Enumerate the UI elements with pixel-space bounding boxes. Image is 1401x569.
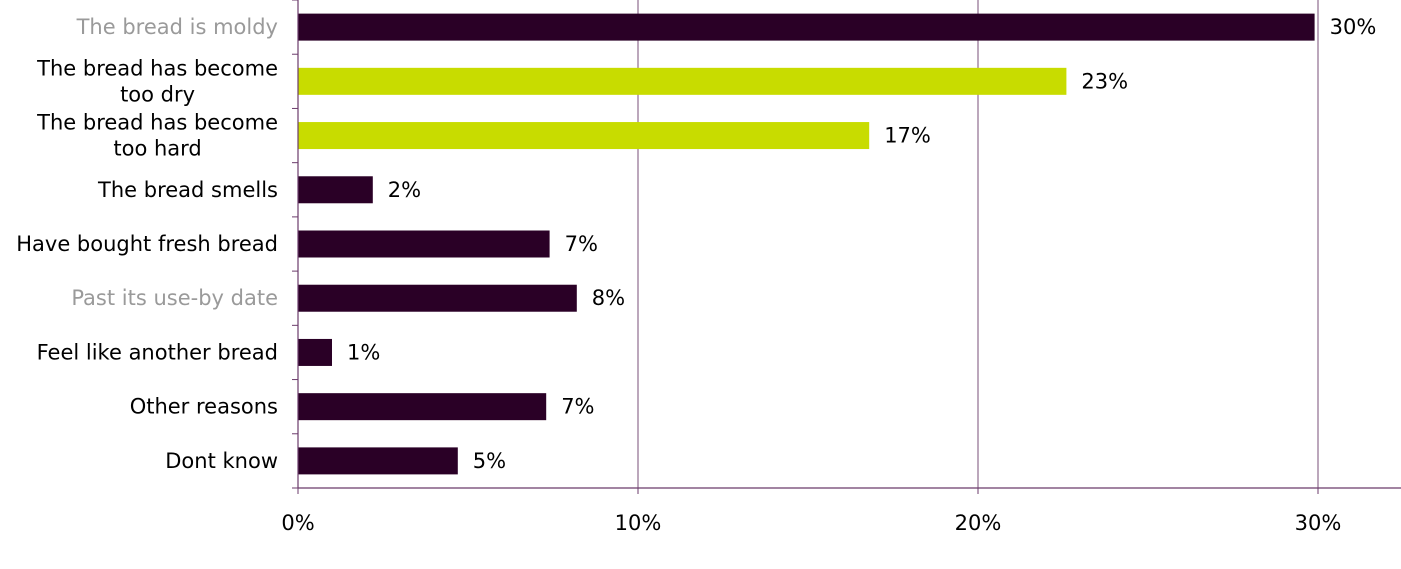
bar	[298, 230, 550, 258]
data-label: 1%	[347, 340, 380, 364]
bar	[298, 13, 1315, 41]
category-label: Have bought fresh bread	[16, 232, 278, 256]
data-label: 5%	[473, 449, 506, 473]
category-label: The bread has become too hard	[36, 111, 278, 161]
bar	[298, 338, 332, 366]
axes	[292, 0, 1401, 494]
bar	[298, 122, 870, 150]
data-label: 7%	[565, 232, 598, 256]
data-label: 30%	[1330, 15, 1377, 39]
category-label: Dont know	[165, 449, 278, 473]
bar	[298, 284, 577, 312]
bar	[298, 67, 1067, 95]
x-tick-label: 20%	[955, 511, 1002, 535]
bar	[298, 176, 373, 204]
bar	[298, 447, 458, 475]
labels: 0% 10% 20% 30% 30% The bread is moldy 23% The b…	[16, 15, 1376, 535]
bars	[298, 13, 1315, 475]
category-label: The bread smells	[97, 178, 278, 202]
x-tick-label: 30%	[1295, 511, 1342, 535]
category-label: The bread is moldy	[76, 15, 278, 39]
x-tick-label: 0%	[281, 511, 314, 535]
data-label: 17%	[884, 124, 931, 148]
data-label: 8%	[592, 286, 625, 310]
category-label: The bread has become too dry	[36, 56, 278, 106]
data-label: 7%	[561, 395, 594, 419]
category-label: Past its use-by date	[71, 286, 278, 310]
bar	[298, 393, 547, 421]
category-label: Feel like another bread	[37, 340, 278, 364]
x-tick-label: 10%	[615, 511, 662, 535]
data-label: 23%	[1081, 69, 1128, 93]
category-label: Other reasons	[130, 395, 278, 419]
data-label: 2%	[388, 178, 421, 202]
